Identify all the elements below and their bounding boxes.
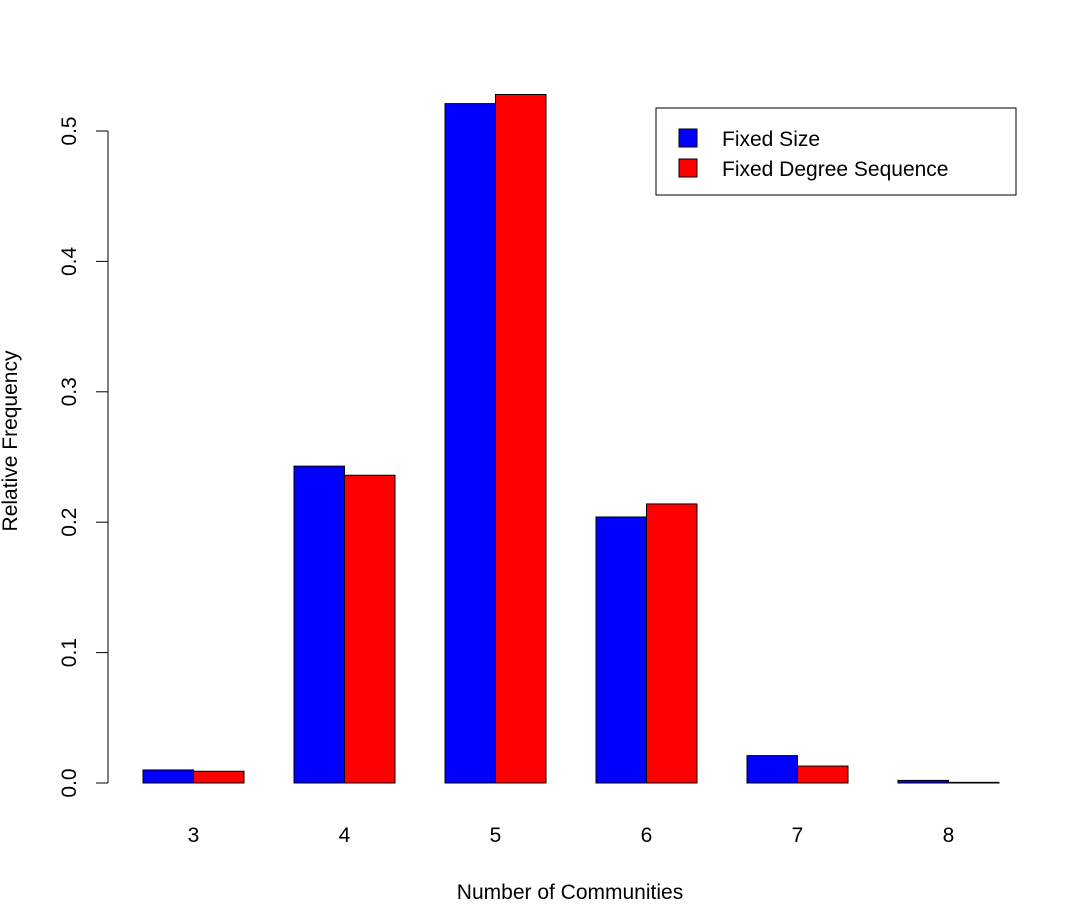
- y-tick-label-0.4: 0.4: [58, 246, 81, 276]
- bar-6-series-1: [595, 516, 647, 784]
- legend-box: [655, 107, 1017, 196]
- bar-7-series-2: [797, 765, 849, 784]
- bar-3-series-2: [193, 770, 245, 784]
- bar-4-series-2: [344, 474, 396, 784]
- y-axis: 0.0 0.1 0.2 0.3 0.4 0.5: [58, 116, 109, 798]
- legend-swatch-fixed-size: [678, 128, 698, 148]
- y-tick-label-0.3: 0.3: [58, 377, 81, 406]
- y-axis-label: Relative Frequency: [0, 350, 22, 531]
- y-tick-label-0.5: 0.5: [58, 116, 81, 145]
- legend-label-fixed-size: Fixed Size: [722, 128, 820, 151]
- bars-group: [142, 93, 1000, 784]
- y-tick-label-0.0: 0.0: [58, 768, 81, 797]
- bar-6-series-2: [646, 503, 698, 784]
- x-axis-label: Number of Communities: [457, 881, 683, 904]
- y-tick-label-0.1: 0.1: [58, 638, 81, 667]
- x-tick-label-6: 6: [641, 824, 653, 847]
- bar-5-series-1: [444, 103, 496, 784]
- legend-swatch-fixed-degree-sequence: [678, 158, 698, 178]
- legend-label-fixed-degree-sequence: Fixed Degree Sequence: [722, 158, 948, 181]
- x-tick-label-7: 7: [792, 824, 804, 847]
- bar-3-series-1: [142, 769, 194, 784]
- x-tick-label-8: 8: [943, 824, 955, 847]
- x-tick-labels: 3 4 5 6 7 8: [188, 824, 955, 847]
- y-tick-label-0.2: 0.2: [58, 508, 81, 537]
- bar-8-series-2: [948, 781, 1000, 784]
- bar-5-series-2: [495, 93, 547, 784]
- bar-7-series-1: [746, 755, 798, 784]
- x-tick-label-4: 4: [339, 824, 351, 847]
- legend: Fixed Size Fixed Degree Sequence: [655, 107, 1017, 196]
- x-tick-label-3: 3: [188, 824, 200, 847]
- x-tick-label-5: 5: [490, 824, 502, 847]
- bar-8-series-1: [897, 779, 949, 784]
- bar-4-series-1: [293, 465, 345, 784]
